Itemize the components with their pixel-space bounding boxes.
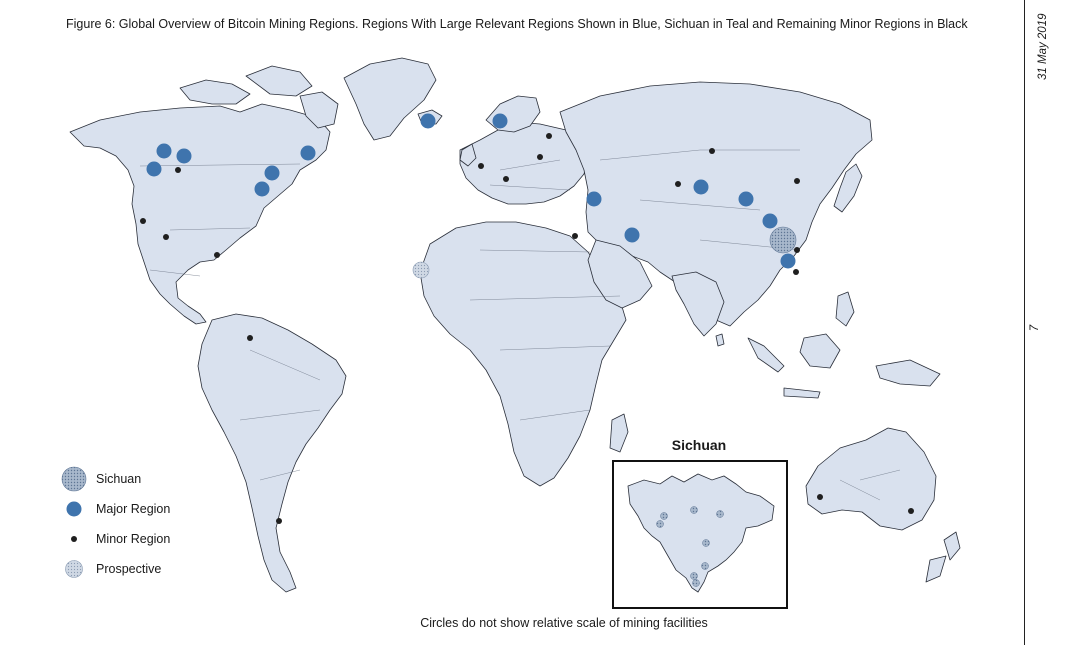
north-america-landmass <box>69 103 331 325</box>
sri-lanka <box>715 333 725 347</box>
legend-label: Prospective <box>96 562 162 576</box>
arabian-peninsula <box>587 239 653 309</box>
minor-region-marker <box>503 176 509 182</box>
new-guinea <box>875 359 941 387</box>
minor-region-dot-icon <box>60 534 88 544</box>
minor-region-marker <box>140 218 146 224</box>
minor-region-marker <box>537 154 543 160</box>
major-region-marker <box>762 213 778 229</box>
major-region-marker <box>300 145 316 161</box>
minor-region-marker <box>546 133 552 139</box>
major-region-marker <box>254 181 270 197</box>
baffin-island <box>299 91 339 129</box>
legend-label: Sichuan <box>96 472 142 486</box>
minor-region-marker <box>478 163 484 169</box>
philippines <box>835 291 855 327</box>
sichuan-facility-marker <box>692 579 700 587</box>
minor-region-marker <box>817 494 823 500</box>
asia-landmass <box>559 81 873 327</box>
sichuan-facility-marker <box>690 572 698 580</box>
legend-item-prospective: Prospective <box>60 554 170 584</box>
new-zealand <box>943 531 961 561</box>
minor-region-marker <box>572 233 578 239</box>
side-rule <box>1024 0 1025 645</box>
sichuan-facility-marker <box>702 539 710 547</box>
java <box>783 387 821 399</box>
major-region-marker <box>738 191 754 207</box>
sichuan-inset-map <box>627 473 775 593</box>
map-legend: Sichuan Major Region Minor Region Prospe… <box>60 464 170 584</box>
indian-subcontinent <box>671 271 725 337</box>
sichuan-circle-icon <box>60 466 88 492</box>
legend-item-sichuan: Sichuan <box>60 464 170 494</box>
sichuan-marker <box>769 226 797 254</box>
arctic-islands-2 <box>245 65 313 97</box>
madagascar <box>609 413 629 453</box>
major-region-marker <box>146 161 162 177</box>
sumatra <box>747 337 785 373</box>
major-region-dot-icon <box>60 500 88 518</box>
major-region-marker <box>492 113 508 129</box>
minor-region-marker <box>793 269 799 275</box>
minor-region-marker <box>908 508 914 514</box>
minor-region-marker <box>794 178 800 184</box>
sichuan-facility-marker <box>690 506 698 514</box>
legend-label: Major Region <box>96 502 171 516</box>
minor-region-marker <box>175 167 181 173</box>
major-region-marker <box>176 148 192 164</box>
sichuan-province-outline <box>627 473 775 593</box>
inset-title: Sichuan <box>671 437 727 453</box>
minor-region-marker <box>794 247 800 253</box>
south-america-landmass <box>197 313 347 593</box>
sichuan-facility-marker <box>716 510 724 518</box>
major-region-marker <box>264 165 280 181</box>
minor-region-marker <box>675 181 681 187</box>
borneo <box>799 333 841 369</box>
legend-item-major-region: Major Region <box>60 494 170 524</box>
japan <box>833 163 863 213</box>
minor-region-marker <box>709 148 715 154</box>
new-zealand-south <box>925 555 947 583</box>
sichuan-facility-marker <box>660 512 668 520</box>
sichuan-inset <box>612 460 788 609</box>
british-isles <box>459 143 477 167</box>
sichuan-facility-marker <box>701 562 709 570</box>
africa-landmass <box>419 221 627 487</box>
map-footnote: Circles do not show relative scale of mi… <box>420 616 708 630</box>
side-date: 31 May 2019 <box>1037 13 1049 81</box>
major-region-marker <box>156 143 172 159</box>
minor-region-marker <box>214 252 220 258</box>
minor-region-marker <box>163 234 169 240</box>
page-number: 7 <box>1029 324 1042 332</box>
major-region-marker <box>586 191 602 207</box>
minor-region-marker <box>276 518 282 524</box>
prospective-marker <box>412 261 430 279</box>
figure-title: Figure 6: Global Overview of Bitcoin Min… <box>66 17 968 31</box>
legend-item-minor-region: Minor Region <box>60 524 170 554</box>
major-region-marker <box>693 179 709 195</box>
minor-region-marker <box>247 335 253 341</box>
prospective-circle-icon <box>60 559 88 579</box>
major-region-marker <box>420 113 436 129</box>
legend-label: Minor Region <box>96 532 171 546</box>
sichuan-facility-marker <box>656 520 664 528</box>
greenland <box>343 57 437 141</box>
australia-landmass <box>805 427 937 531</box>
major-region-marker <box>624 227 640 243</box>
arctic-islands <box>179 79 251 105</box>
major-region-marker <box>780 253 796 269</box>
